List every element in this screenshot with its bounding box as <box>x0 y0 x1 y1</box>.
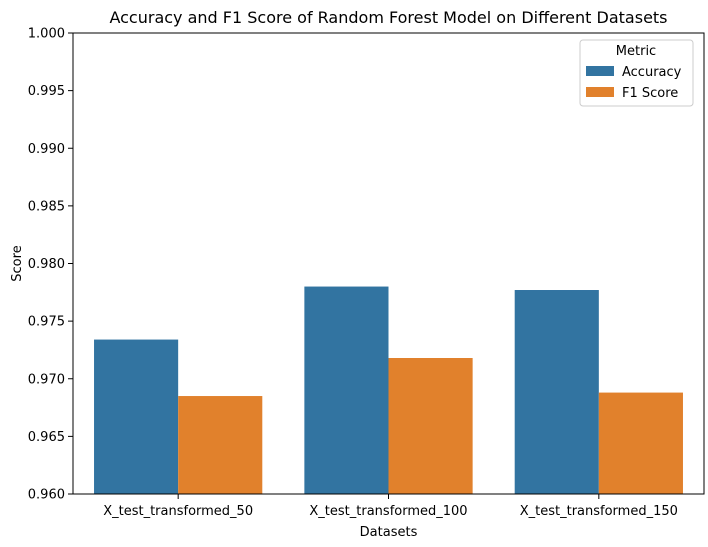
chart-title: Accuracy and F1 Score of Random Forest M… <box>109 8 667 27</box>
y-tick-label: 0.990 <box>28 142 65 157</box>
x-axis-label: Datasets <box>360 525 418 540</box>
bar-accuracy-3 <box>514 290 599 494</box>
y-tick-label: 0.965 <box>28 430 65 445</box>
legend: Metric Accuracy F1 Score <box>579 39 694 107</box>
legend-label-accuracy: Accuracy <box>622 65 682 80</box>
y-tick-label: 0.980 <box>28 257 65 272</box>
legend-title: Metric <box>616 44 656 59</box>
bar-accuracy-1 <box>94 339 179 494</box>
y-axis-label: Score <box>10 245 25 281</box>
y-tick-label: 0.975 <box>28 315 65 330</box>
plot-frame <box>72 32 705 495</box>
y-tick-label: 0.995 <box>28 84 65 99</box>
x-axis-ticks: X_test_transformed_50 X_test_transformed_… <box>103 494 678 519</box>
y-tick-label: 0.960 <box>28 488 65 503</box>
legend-swatch-f1-score <box>586 87 614 97</box>
bar-accuracy-2 <box>304 286 389 494</box>
y-tick-label: 0.970 <box>28 372 65 387</box>
legend-label-f1-score: F1 Score <box>622 86 678 101</box>
bar-f1-score-3 <box>598 392 683 494</box>
y-tick-label: 1.000 <box>28 27 65 42</box>
x-tick-label: X_test_transformed_50 <box>103 504 253 519</box>
bars-group <box>94 286 683 494</box>
y-tick-label: 0.985 <box>28 199 65 214</box>
bar-f1-score-2 <box>388 358 473 494</box>
x-tick-label: X_test_transformed_100 <box>309 504 467 519</box>
y-axis-ticks: 0.960 0.965 0.970 0.975 0.980 0.985 0.990 0.995… <box>28 27 73 503</box>
bar-f1-score-1 <box>178 396 263 494</box>
x-tick-label: X_test_transformed_150 <box>520 504 678 519</box>
legend-swatch-accuracy <box>586 66 614 76</box>
